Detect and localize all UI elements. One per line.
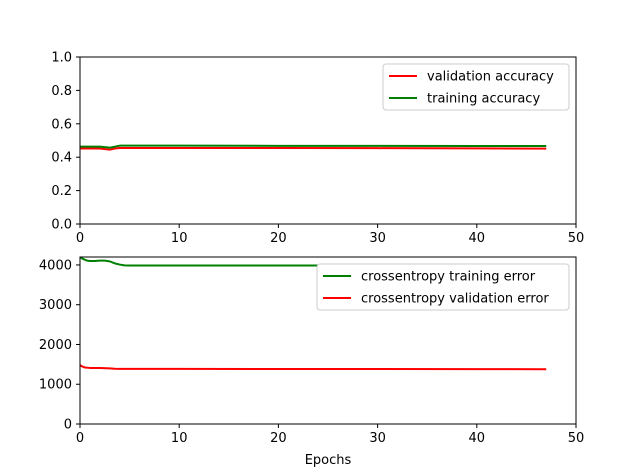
axes-frame	[79, 56, 577, 225]
x-tick-label: 50	[568, 231, 585, 246]
y-tick-label: 0.4	[51, 151, 72, 166]
y-tick-label: 0.2	[51, 184, 72, 199]
x-tick-label: 40	[469, 431, 486, 446]
x-tick-label: 0	[76, 231, 84, 246]
y-tick-label: 0.8	[51, 84, 72, 99]
x-tick-label: 40	[469, 231, 486, 246]
x-tick-label: 20	[270, 431, 287, 446]
chart-2: 0 10 20 30 40 50 0 1000 2000 3000 4000 Epochs crosse…	[39, 256, 585, 468]
y-tick-label: 0.0	[51, 218, 72, 233]
x-tick-label: 10	[171, 431, 188, 446]
series-line-1	[80, 257, 319, 267]
x-tick-label: 20	[270, 231, 287, 246]
chart-1: 0 10 20 30 40 50 0.0 0.2 0.4 0.6 0.8 1.0 validation …	[51, 51, 584, 247]
legend: crossentropy training error crossentropy …	[316, 263, 570, 311]
x-axis-label: Epochs	[305, 453, 352, 468]
y-tick-label: 0	[64, 418, 72, 433]
legend-label: crossentropy validation error	[361, 292, 549, 307]
legend-label: validation accuracy	[427, 70, 554, 85]
y-tick-label: 3000	[39, 298, 72, 313]
x-tick-label: 0	[76, 431, 84, 446]
y-tick-label: 1.0	[51, 51, 72, 66]
x-tick-label: 30	[369, 431, 386, 446]
y-tick-label: 4000	[39, 258, 72, 273]
legend-label: crossentropy training error	[361, 270, 536, 285]
series-line-2	[80, 144, 547, 149]
x-tick-label: 50	[568, 431, 585, 446]
y-tick-label: 0.6	[51, 117, 72, 132]
legend-label: training accuracy	[427, 92, 540, 107]
y-tick-label: 1000	[39, 378, 72, 393]
legend-box	[316, 263, 570, 311]
y-tick-label: 2000	[39, 338, 72, 353]
legend: validation accuracy training accuracy	[382, 63, 570, 111]
x-tick-label: 30	[369, 231, 386, 246]
x-tick-label: 10	[171, 231, 188, 246]
legend-box	[382, 63, 570, 111]
series-line-1	[80, 147, 547, 151]
axes-frame	[79, 256, 577, 425]
series-line-2	[80, 364, 547, 371]
